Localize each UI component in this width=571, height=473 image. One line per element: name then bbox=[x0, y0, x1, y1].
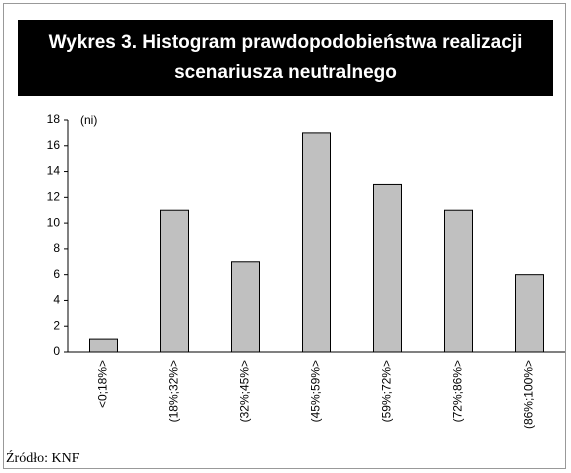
y-tick-label: 8 bbox=[53, 241, 60, 255]
chart-title: Wykres 3. Histogram prawdopodobieństwa r… bbox=[18, 20, 553, 96]
bar bbox=[373, 183, 402, 353]
frame bbox=[3, 3, 566, 469]
bar bbox=[160, 209, 189, 353]
y-tick-label: 16 bbox=[47, 138, 61, 152]
bar bbox=[444, 209, 473, 353]
y-tick-label: 14 bbox=[47, 164, 61, 178]
bar bbox=[302, 132, 331, 353]
x-tick-label: (32%;45%> bbox=[238, 360, 252, 422]
bar bbox=[231, 261, 260, 353]
x-tick-label: (86%;100%> bbox=[522, 360, 536, 429]
x-tick-label: (45%;59%> bbox=[309, 360, 323, 422]
source: Źródło: KNF bbox=[6, 451, 80, 466]
y-axis-label: (ni) bbox=[80, 113, 97, 127]
x-tick-label: (72%;86%> bbox=[451, 360, 465, 422]
y-tick-label: 10 bbox=[47, 215, 61, 229]
x-tick-label: <0;18%> bbox=[96, 360, 110, 408]
bar bbox=[515, 274, 544, 353]
y-tick-label: 12 bbox=[47, 190, 61, 204]
y-tick-label: 0 bbox=[53, 344, 60, 358]
x-tick-label: (59%;72%> bbox=[380, 360, 394, 422]
y-tick-label: 4 bbox=[53, 293, 60, 307]
y-tick-label: 18 bbox=[47, 112, 61, 126]
y-tick-label: 6 bbox=[53, 267, 60, 281]
x-tick-label: (18%;32%> bbox=[167, 360, 181, 422]
bar bbox=[89, 338, 118, 353]
chart: (ni) 0 2 4 6 8 10 12 14 16 18 <0;18%> (18%;32%> (32%… bbox=[47, 112, 565, 429]
y-tick-label: 2 bbox=[53, 318, 60, 332]
